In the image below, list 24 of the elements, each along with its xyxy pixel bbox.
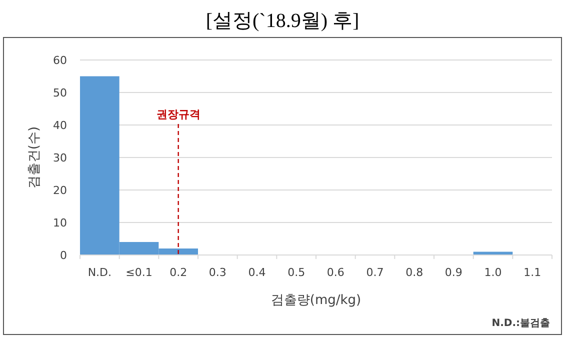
x-tick-label: 1.1 (524, 266, 542, 279)
x-tick-label: 0.2 (170, 266, 188, 279)
x-tick-label: N.D. (88, 266, 112, 279)
x-tick-label: 0.5 (288, 266, 306, 279)
y-tick-label: 0 (60, 249, 67, 262)
x-tick-label: 1.0 (484, 266, 502, 279)
x-tick-label: 0.4 (248, 266, 266, 279)
x-tick-label: ≤0.1 (126, 266, 152, 279)
y-tick-label: 50 (53, 86, 67, 100)
x-tick-label: 0.6 (326, 266, 344, 279)
y-tick-label: 40 (53, 119, 67, 132)
x-axis-title: 검출량(mg/kg) (270, 293, 362, 308)
x-tick-label: 0.9 (444, 266, 462, 279)
y-tick-label: 20 (53, 184, 67, 197)
chart-title: [설정(`18.9월) 후] (206, 10, 360, 32)
x-tick-label: 0.8 (406, 266, 424, 279)
x-tick-label: 0.7 (366, 266, 384, 279)
y-tick-label: 10 (53, 216, 67, 230)
y-axis-title: 검출건(수) (27, 126, 42, 189)
text: N.D.:불검출 (492, 318, 550, 329)
y-tick-label: 60 (53, 54, 67, 67)
y-tick-label: 30 (53, 152, 67, 164)
ref-line-label: 권장규격 (156, 108, 200, 121)
x-tick-label: 0.3 (208, 266, 226, 279)
